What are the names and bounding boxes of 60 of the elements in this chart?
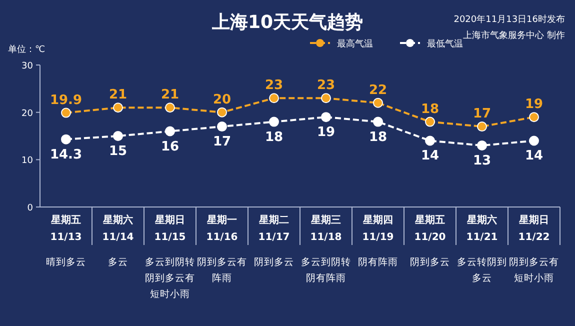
data-label: 23 [264,78,284,94]
y-axis-title: 单位：℃ [8,44,46,55]
category-label: 星期五 11/13 晴到多云 [46,215,86,268]
category-label: 星期日 11/22 阴到多云有短时小雨 [509,215,559,284]
data-label: 13 [472,153,492,168]
data-label: 14 [524,148,544,164]
point [113,102,123,113]
data-label: 19.9 [50,92,82,108]
point [477,140,487,150]
data-label: 23 [316,78,336,94]
text: 上海市气象服务中心 制作 [463,30,565,41]
y-tick-label: 10 [22,156,34,166]
category-label: 星期五 11/20 阴到多云 [410,215,450,268]
legend-label: 最高气温 [337,38,373,50]
y-tick-label: 20 [22,108,34,119]
data-label: 16 [160,139,180,154]
data-label: 17 [472,106,492,122]
data-label: 22 [368,82,388,98]
y-tick-label: 30 [22,62,34,72]
point [321,112,331,122]
data-label: 18 [420,102,440,117]
category-label: 星期日 11/15 多云到阴转阴到多云有短时小雨 [145,215,195,300]
point [61,134,71,144]
data-label: 14 [420,148,440,164]
point [373,116,383,127]
data-label: 19 [524,97,544,112]
data-label: 18 [368,130,388,145]
point [425,136,435,146]
legend-label: 最低气温 [427,38,463,50]
point [425,116,435,127]
point [165,126,175,136]
data-label: 20 [212,92,232,108]
point [217,107,227,118]
point [529,112,539,122]
category-label: 星期二 11/17 阴到多云 [254,215,294,268]
data-label: 17 [212,134,232,150]
point [269,93,279,104]
data-label: 15 [108,144,128,159]
data-label: 14.3 [50,147,82,162]
data-label: 21 [160,88,180,103]
point [217,122,227,132]
chart-title: 上海10天天气趋势 [210,12,364,33]
point [477,122,487,132]
data-label: 18 [264,130,284,145]
point [61,108,71,118]
point [269,116,279,127]
point [373,98,383,108]
category-label: 星期六 11/14 多云 [102,215,134,268]
y-tick-label: 0 [27,204,34,214]
point [113,131,123,141]
data-label: 21 [108,88,128,103]
point [165,102,175,113]
point [321,93,331,104]
text: 2020年11月13日16时发布 [454,14,565,25]
category-label: 星期六 11/21 多云转阴到多云 [457,215,507,284]
category-label: 星期一 11/16 阴到多云有阵雨 [197,215,247,284]
category-label: 星期三 11/18 多云到阴转阴有阵雨 [301,215,351,284]
data-label: 19 [316,125,336,140]
category-label: 星期四 11/19 阴有阵雨 [358,215,398,268]
point [529,136,539,146]
